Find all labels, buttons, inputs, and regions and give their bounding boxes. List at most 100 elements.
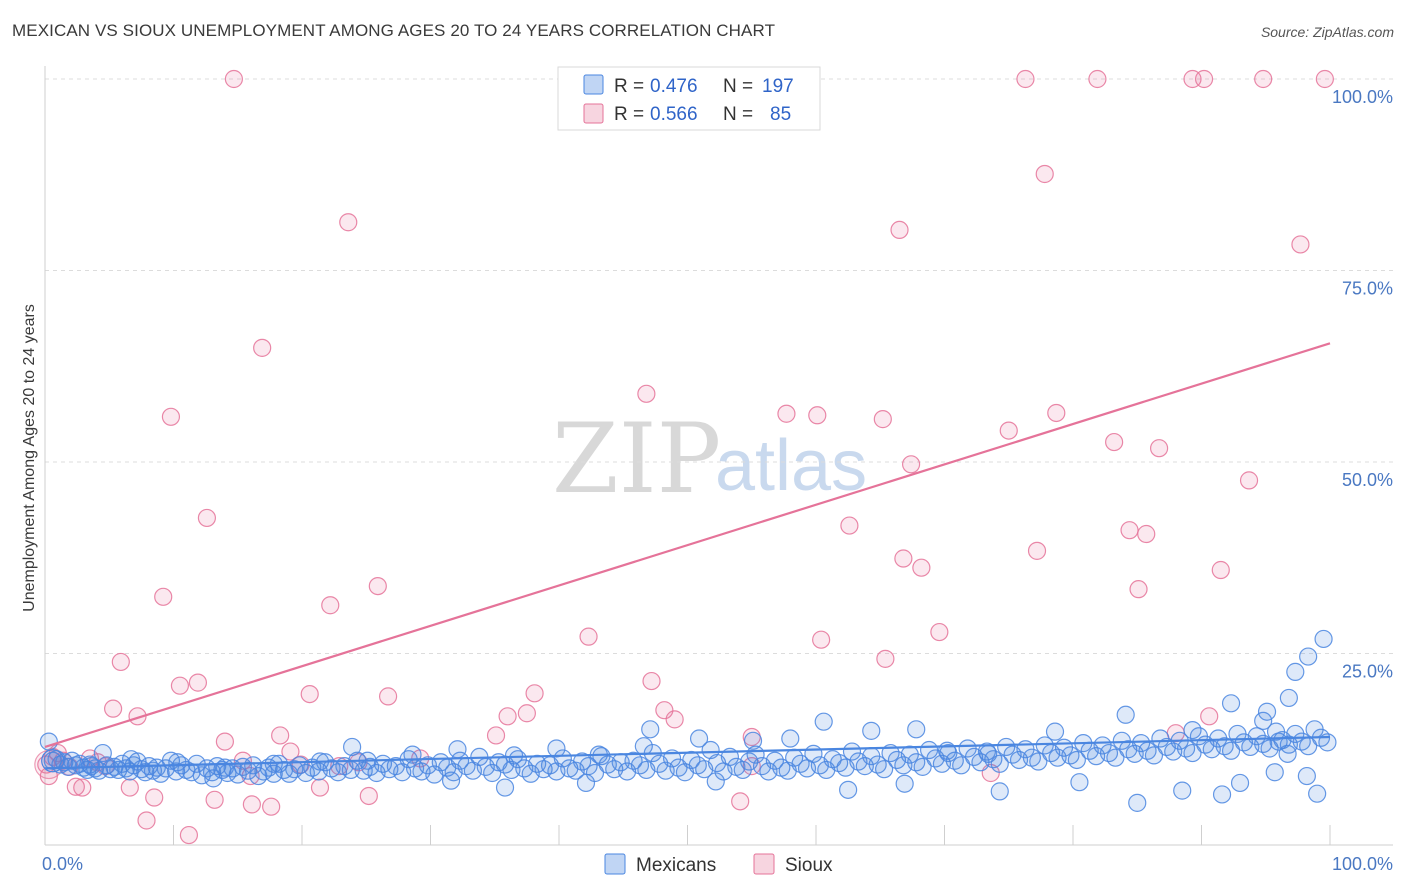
mexican-point [765,751,784,770]
sioux-point [1120,521,1139,540]
mexican-point [576,773,596,793]
sioux-point [486,726,506,745]
sioux-point [253,338,272,357]
sioux-point [170,676,190,695]
sioux-point [731,792,750,811]
legend-r-label-sioux: R = [614,104,644,125]
sioux-point [66,777,85,796]
sioux-point [1200,707,1219,726]
sioux-point [1035,164,1054,184]
sioux-point [179,825,199,845]
bottom-legend-label-sioux: Sioux [785,855,833,876]
mexican-point [121,750,141,769]
mexican-point [990,754,1009,773]
mexican-point [1254,711,1273,731]
mexican-point [448,740,467,759]
chart-source: Source: ZipAtlas.com [1260,24,1394,40]
mexican-point [990,782,1009,801]
sioux-point [912,558,931,577]
mexican-point [781,729,800,748]
mexican-point [573,752,592,771]
sioux-point [310,778,330,797]
mexican-point [1257,702,1277,721]
sioux-point [637,384,656,403]
sioux-point [368,576,387,596]
sioux-point [579,627,598,646]
x-tick-label-left: 0.0% [42,854,83,874]
sioux-point [1027,541,1047,560]
sioux-point [300,684,319,704]
mexican-point [689,729,709,748]
legend-r-value-sioux: 0.566 [650,104,698,125]
sioux-point [812,630,831,649]
mexican-point [1230,773,1250,793]
mexican-point [1183,743,1202,763]
y-tick-label: 100.0% [1332,87,1393,107]
mexican-points [39,629,1337,812]
sioux-point [777,404,796,423]
mexican-point [913,757,932,776]
y-tick-label: 25.0% [1342,662,1393,682]
sioux-point [665,710,684,729]
mexican-point [641,720,660,739]
sioux-point [154,587,173,606]
sioux-point [1149,439,1169,458]
sioux-point [378,687,398,706]
mexican-point [1116,705,1135,724]
bottom-legend-label-mexicans: Mexicans [636,855,716,876]
legend-n-value-sioux: 85 [770,104,791,125]
legend-n-value-mexicans: 197 [762,76,794,97]
mexican-point [585,763,605,783]
mexican-point [1286,662,1305,681]
mexican-point [706,772,725,791]
sioux-point [1105,432,1124,452]
mexican-point [1279,688,1298,708]
mexican-point [483,763,502,783]
mexican-point [1297,766,1316,786]
mexican-point [1045,722,1065,741]
mexican-point [830,753,849,773]
axes [44,66,1393,846]
mexican-point [907,720,926,739]
mexican-point [39,732,58,751]
sioux-point [999,421,1018,440]
mexican-point [168,753,187,772]
sioux-point [517,704,536,723]
mexican-point [979,744,998,763]
watermark-zip: ZIP [552,403,721,515]
mexican-point [1183,720,1202,740]
mexican-point [1278,744,1297,763]
mexican-point [907,753,926,772]
sioux-point [1194,69,1214,89]
legend-n-label-sioux: N = [723,104,753,125]
mexican-point [204,769,223,788]
sioux-point [894,549,913,568]
series-legend: Mexicans Sioux [604,853,833,876]
sioux-point [808,406,827,425]
y-tick-labels: 25.0% 50.0% 75.0% 100.0% [1332,87,1393,682]
correlation-legend: R = 0.476 N = 197 R = 0.566 N = 85 [557,66,821,131]
sioux-point [104,699,123,718]
sioux-point [215,732,234,751]
mexican-point [1215,737,1234,756]
legend-r-value-mexicans: 0.476 [650,76,698,97]
sioux-point [498,707,517,726]
mexican-point [839,780,858,799]
y-tick-label: 50.0% [1342,470,1393,490]
sioux-point [876,649,895,668]
mexican-point [1308,784,1327,803]
sioux-point [262,797,281,816]
sioux-point [242,795,261,814]
mexican-point [895,774,914,793]
mexican-point [1029,752,1048,771]
sioux-point [205,790,224,809]
mexican-point [937,741,957,760]
bottom-legend-swatch-sioux [753,853,775,875]
sioux-point [930,622,949,642]
sioux-point [1211,560,1230,580]
x-tick-label-right: 100.0% [1332,854,1393,874]
mexican-point [504,746,524,765]
mexican-point [862,721,881,740]
mexican-point [441,771,461,790]
sioux-point [359,786,378,806]
